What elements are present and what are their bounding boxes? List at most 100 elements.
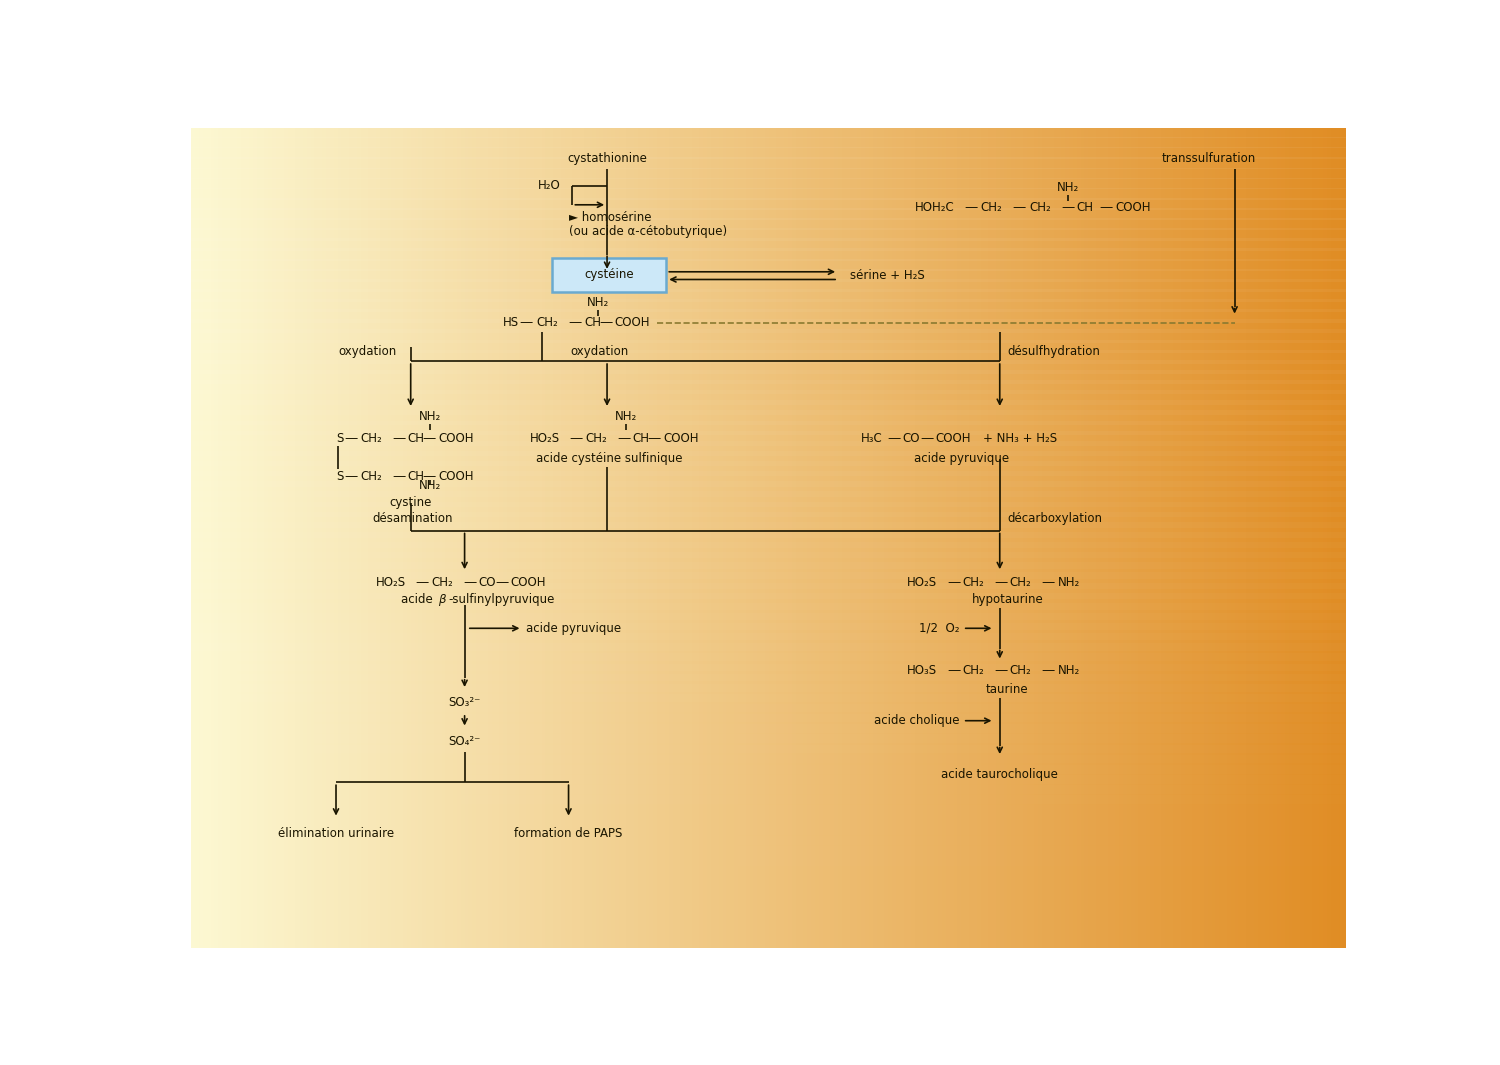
Bar bbox=[564, 128, 570, 948]
Bar bbox=[938, 128, 944, 948]
Text: -sulfinylpyruvique: -sulfinylpyruvique bbox=[448, 593, 555, 606]
Bar bbox=[192, 461, 1347, 466]
Bar bbox=[576, 128, 580, 948]
Bar bbox=[1178, 128, 1182, 948]
Bar bbox=[192, 744, 1347, 753]
Bar bbox=[192, 349, 1347, 354]
Bar bbox=[788, 128, 792, 948]
Text: décarboxylation: décarboxylation bbox=[1008, 511, 1102, 525]
Bar bbox=[819, 128, 824, 948]
Bar bbox=[338, 128, 342, 948]
Bar bbox=[1058, 128, 1062, 948]
Bar bbox=[957, 128, 962, 948]
Bar bbox=[192, 917, 1347, 928]
Bar bbox=[1011, 128, 1016, 948]
Bar bbox=[734, 128, 738, 948]
Text: —: — bbox=[946, 665, 960, 677]
Text: —: — bbox=[345, 431, 358, 444]
Bar bbox=[192, 400, 1347, 405]
Bar bbox=[1192, 128, 1197, 948]
Bar bbox=[192, 320, 1347, 323]
Bar bbox=[192, 268, 1347, 272]
Bar bbox=[1161, 128, 1166, 948]
Bar bbox=[1250, 128, 1254, 948]
Text: cystéine: cystéine bbox=[584, 268, 634, 281]
Bar bbox=[861, 128, 865, 948]
Text: —: — bbox=[570, 431, 584, 444]
Bar bbox=[192, 856, 1347, 866]
Bar bbox=[1288, 128, 1293, 948]
Bar bbox=[868, 128, 873, 948]
Bar bbox=[202, 128, 207, 948]
Bar bbox=[526, 128, 531, 948]
Bar bbox=[192, 421, 1347, 425]
Bar bbox=[1124, 128, 1128, 948]
Bar bbox=[192, 259, 1347, 261]
Bar bbox=[706, 128, 712, 948]
Text: CH: CH bbox=[408, 470, 424, 484]
Text: HO₃S: HO₃S bbox=[908, 665, 938, 677]
Bar bbox=[303, 128, 307, 948]
Bar bbox=[192, 248, 1347, 251]
Bar bbox=[192, 775, 1347, 784]
Bar bbox=[192, 613, 1347, 620]
Bar bbox=[192, 340, 1347, 343]
Bar bbox=[372, 128, 376, 948]
Text: CH₂: CH₂ bbox=[963, 665, 984, 677]
Text: —: — bbox=[1060, 200, 1074, 214]
Bar bbox=[556, 128, 561, 948]
Bar bbox=[192, 765, 1347, 773]
Bar bbox=[242, 128, 246, 948]
Bar bbox=[1050, 128, 1054, 948]
Bar bbox=[430, 128, 435, 948]
Bar bbox=[200, 128, 204, 948]
Bar bbox=[1138, 128, 1143, 948]
Bar bbox=[627, 128, 632, 948]
Bar bbox=[192, 846, 1347, 855]
Bar bbox=[1089, 128, 1094, 948]
Bar bbox=[192, 552, 1347, 558]
Text: acide: acide bbox=[400, 593, 436, 606]
Bar bbox=[910, 128, 916, 948]
Text: CH: CH bbox=[1077, 200, 1094, 214]
Bar bbox=[1150, 128, 1155, 948]
Bar bbox=[192, 825, 1347, 835]
Text: désulfhydration: désulfhydration bbox=[1008, 345, 1101, 358]
Text: —: — bbox=[416, 575, 429, 589]
Text: NH₂: NH₂ bbox=[1058, 665, 1080, 677]
Bar bbox=[192, 511, 1347, 518]
Bar bbox=[192, 674, 1347, 682]
Text: CH₂: CH₂ bbox=[360, 431, 382, 444]
Bar bbox=[192, 796, 1347, 804]
Bar bbox=[1030, 128, 1035, 948]
Bar bbox=[1304, 128, 1308, 948]
Text: —: — bbox=[618, 431, 630, 444]
Text: CH₂: CH₂ bbox=[1029, 200, 1051, 214]
Bar bbox=[1119, 128, 1124, 948]
Bar bbox=[414, 128, 419, 948]
Bar bbox=[192, 603, 1347, 609]
Bar bbox=[192, 167, 1347, 168]
Text: —: — bbox=[648, 431, 660, 444]
Bar bbox=[1072, 128, 1077, 948]
Text: désamination: désamination bbox=[372, 511, 453, 525]
Bar bbox=[192, 531, 1347, 538]
Bar bbox=[234, 128, 238, 948]
Bar bbox=[244, 128, 250, 948]
Bar bbox=[1092, 128, 1096, 948]
Bar bbox=[411, 128, 416, 948]
Bar bbox=[827, 128, 831, 948]
Bar bbox=[976, 128, 981, 948]
Bar bbox=[1257, 128, 1263, 948]
Bar bbox=[192, 542, 1347, 548]
Bar bbox=[999, 128, 1005, 948]
Bar bbox=[1300, 128, 1305, 948]
Text: NH₂: NH₂ bbox=[419, 410, 441, 423]
Bar bbox=[942, 128, 946, 948]
Bar bbox=[815, 128, 819, 948]
Bar bbox=[446, 128, 450, 948]
Bar bbox=[554, 128, 558, 948]
Bar bbox=[1053, 128, 1059, 948]
Text: NH₂: NH₂ bbox=[419, 479, 441, 492]
Bar bbox=[480, 128, 484, 948]
